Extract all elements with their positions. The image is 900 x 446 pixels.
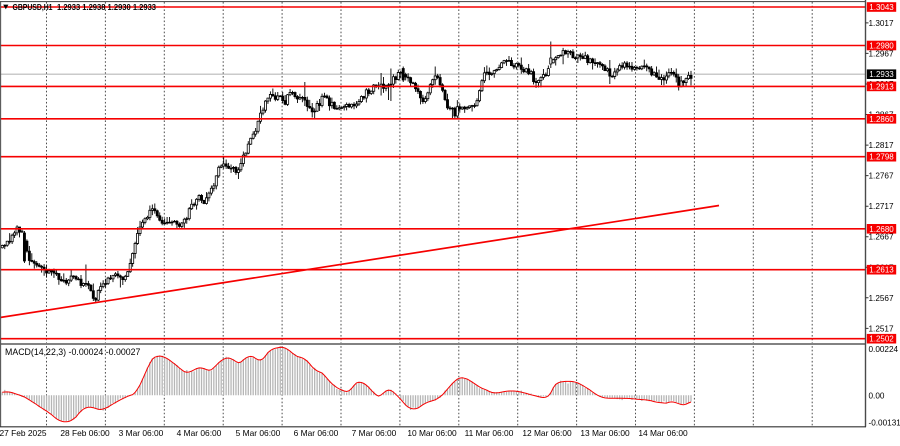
svg-text:1.2613: 1.2613: [869, 266, 894, 275]
svg-text:13 Mar 06:00: 13 Mar 06:00: [580, 428, 630, 438]
svg-text:1.2817: 1.2817: [869, 141, 894, 150]
svg-text:4 Mar 06:00: 4 Mar 06:00: [177, 428, 222, 438]
svg-text:0.00: 0.00: [869, 391, 885, 400]
svg-text:1.2798: 1.2798: [869, 153, 894, 162]
svg-text:14 Mar 06:00: 14 Mar 06:00: [638, 428, 688, 438]
svg-text:1.2933 1.2938 1.2930 1.2933: 1.2933 1.2938 1.2930 1.2933: [57, 3, 156, 12]
svg-text:12 Mar 06:00: 12 Mar 06:00: [522, 428, 572, 438]
svg-text:-0.00131: -0.00131: [869, 419, 900, 428]
svg-text:6 Mar 06:00: 6 Mar 06:00: [294, 428, 339, 438]
svg-text:11 Mar 06:00: 11 Mar 06:00: [465, 428, 514, 438]
svg-text:1.2767: 1.2767: [869, 172, 894, 181]
svg-text:1.3043: 1.3043: [869, 3, 894, 12]
svg-text:1.2980: 1.2980: [869, 42, 894, 51]
svg-text:MACD(14,22,3) -0.00024 -0.0002: MACD(14,22,3) -0.00024 -0.00027: [5, 347, 141, 357]
svg-text:1.2680: 1.2680: [869, 225, 894, 234]
svg-text:1.2860: 1.2860: [869, 115, 894, 124]
svg-text:1.2567: 1.2567: [869, 294, 894, 303]
svg-text:3 Mar 06:00: 3 Mar 06:00: [119, 428, 164, 438]
svg-text:5 Mar 06:00: 5 Mar 06:00: [236, 428, 281, 438]
svg-text:1.2517: 1.2517: [869, 324, 894, 333]
svg-text:1.2667: 1.2667: [869, 233, 894, 242]
svg-text:7 Mar 06:00: 7 Mar 06:00: [352, 428, 397, 438]
svg-text:1.2913: 1.2913: [869, 82, 894, 91]
svg-text:1.2502: 1.2502: [869, 335, 894, 344]
svg-text:0.00224: 0.00224: [869, 345, 899, 354]
svg-text:27 Feb 2025: 27 Feb 2025: [0, 428, 47, 438]
svg-text:1.2933: 1.2933: [869, 70, 894, 79]
svg-text:GBPUSD,H1: GBPUSD,H1: [13, 3, 53, 12]
svg-text:1.2717: 1.2717: [869, 202, 894, 211]
svg-text:1.3017: 1.3017: [869, 19, 894, 28]
svg-text:1.2967: 1.2967: [869, 49, 894, 58]
svg-text:10 Mar 06:00: 10 Mar 06:00: [407, 428, 457, 438]
svg-text:28 Feb 06:00: 28 Feb 06:00: [60, 428, 110, 438]
